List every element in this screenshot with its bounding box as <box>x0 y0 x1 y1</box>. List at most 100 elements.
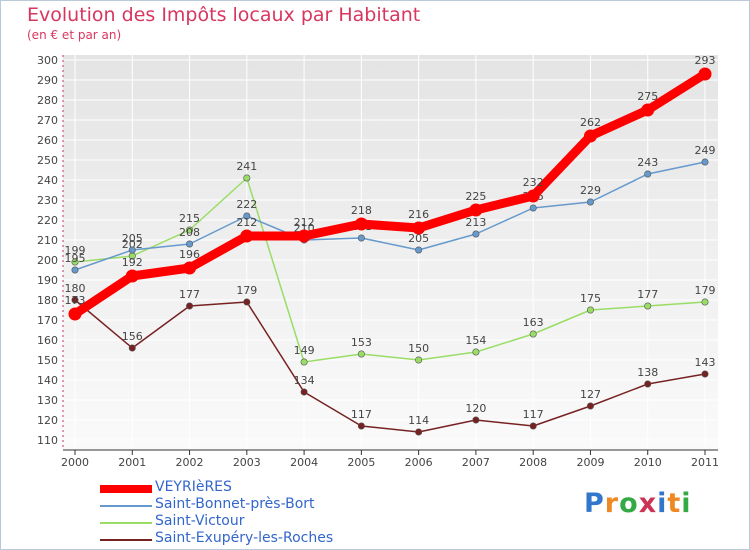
x-tick-label: 2010 <box>634 456 662 469</box>
data-label: 262 <box>580 116 601 129</box>
y-tick-label: 230 <box>37 194 58 207</box>
series-line <box>70 69 710 319</box>
series-line <box>74 161 706 271</box>
legend-label: Saint-Bonnet-près-Bort <box>155 496 315 512</box>
y-tick-label: 150 <box>37 354 58 367</box>
data-label: 212 <box>294 216 315 229</box>
y-tick-label: 210 <box>37 234 58 247</box>
x-tick-label: 2003 <box>233 456 261 469</box>
data-label: 156 <box>122 330 143 343</box>
data-label: 222 <box>236 198 257 211</box>
data-label: 205 <box>122 232 143 245</box>
logo-letter: o <box>619 488 639 519</box>
data-point <box>357 234 365 242</box>
data-point <box>415 356 423 364</box>
data-label: 134 <box>294 374 315 387</box>
data-point <box>586 402 594 410</box>
data-point <box>71 266 79 274</box>
data-label: 153 <box>351 336 372 349</box>
data-point <box>183 261 197 275</box>
y-tick-label: 160 <box>37 334 58 347</box>
data-label: 117 <box>523 408 544 421</box>
logo-letter: i <box>681 488 692 519</box>
data-label: 208 <box>179 226 200 239</box>
data-point <box>128 344 136 352</box>
data-point <box>300 358 308 366</box>
y-tick-label: 240 <box>37 174 58 187</box>
x-tick-label: 2009 <box>576 456 604 469</box>
data-label: 177 <box>179 288 200 301</box>
x-tick-label: 2011 <box>691 456 719 469</box>
data-point <box>415 246 423 254</box>
x-tick-label: 2002 <box>176 456 204 469</box>
legend-label: Saint-Exupéry-les-Roches <box>155 530 334 546</box>
data-point <box>583 129 597 143</box>
data-label: 175 <box>580 292 601 305</box>
data-label: 225 <box>465 190 486 203</box>
series-line <box>74 299 706 433</box>
logo-letter: r <box>604 488 620 519</box>
data-point <box>186 226 194 234</box>
legend-swatch <box>100 505 152 507</box>
data-label: 241 <box>236 160 257 173</box>
data-label: 150 <box>408 342 429 355</box>
y-tick-label: 120 <box>37 414 58 427</box>
data-label: 177 <box>637 288 658 301</box>
y-tick-label: 290 <box>37 74 58 87</box>
data-point <box>243 298 251 306</box>
data-point <box>71 296 79 304</box>
data-point <box>354 217 368 231</box>
y-tick-label: 190 <box>37 274 58 287</box>
data-point <box>644 302 652 310</box>
logo-letter: i <box>657 488 668 519</box>
data-point <box>297 229 311 243</box>
data-label: 213 <box>465 216 486 229</box>
data-point <box>412 221 426 235</box>
data-label: 117 <box>351 408 372 421</box>
data-label: 199 <box>65 244 86 257</box>
data-label: 229 <box>580 184 601 197</box>
data-point <box>641 103 655 117</box>
data-label: 127 <box>580 388 601 401</box>
data-point <box>529 330 537 338</box>
logo-letter: P <box>584 488 605 519</box>
data-label: 195 <box>65 252 86 265</box>
data-label: 212 <box>236 216 257 229</box>
chart-axes: 110 120 130 140 150 160 170 180 190 200 210 220 230 2… <box>37 54 719 469</box>
data-label: 218 <box>351 204 372 217</box>
data-label: 179 <box>236 284 257 297</box>
data-label: 202 <box>122 238 143 251</box>
x-tick-label: 2001 <box>118 456 146 469</box>
data-point <box>698 67 712 81</box>
x-tick-label: 2008 <box>519 456 547 469</box>
legend-label: VEYRIèRES <box>155 479 232 495</box>
y-tick-label: 220 <box>37 214 58 227</box>
y-tick-label: 140 <box>37 374 58 387</box>
chart-subtitle: (en € et par an) <box>27 28 122 42</box>
data-label: 114 <box>408 414 429 427</box>
data-label: 149 <box>294 344 315 357</box>
data-point <box>472 416 480 424</box>
data-point <box>186 302 194 310</box>
y-tick-label: 250 <box>37 154 58 167</box>
series-line <box>74 177 706 363</box>
logo-letter: x <box>638 488 658 519</box>
legend-swatch <box>100 522 152 524</box>
data-label: 163 <box>523 316 544 329</box>
y-tick-label: 300 <box>37 54 58 67</box>
data-label: 243 <box>637 156 658 169</box>
data-point <box>68 307 82 321</box>
data-point <box>701 370 709 378</box>
data-point <box>644 380 652 388</box>
data-point <box>586 306 594 314</box>
data-point <box>701 298 709 306</box>
data-label: 179 <box>695 284 716 297</box>
data-label: 232 <box>523 176 544 189</box>
plot-background <box>63 55 718 450</box>
y-tick-label: 280 <box>37 94 58 107</box>
x-tick-label: 2007 <box>462 456 490 469</box>
data-label: 249 <box>695 144 716 157</box>
data-point <box>240 229 254 243</box>
data-label: 180 <box>65 282 86 295</box>
